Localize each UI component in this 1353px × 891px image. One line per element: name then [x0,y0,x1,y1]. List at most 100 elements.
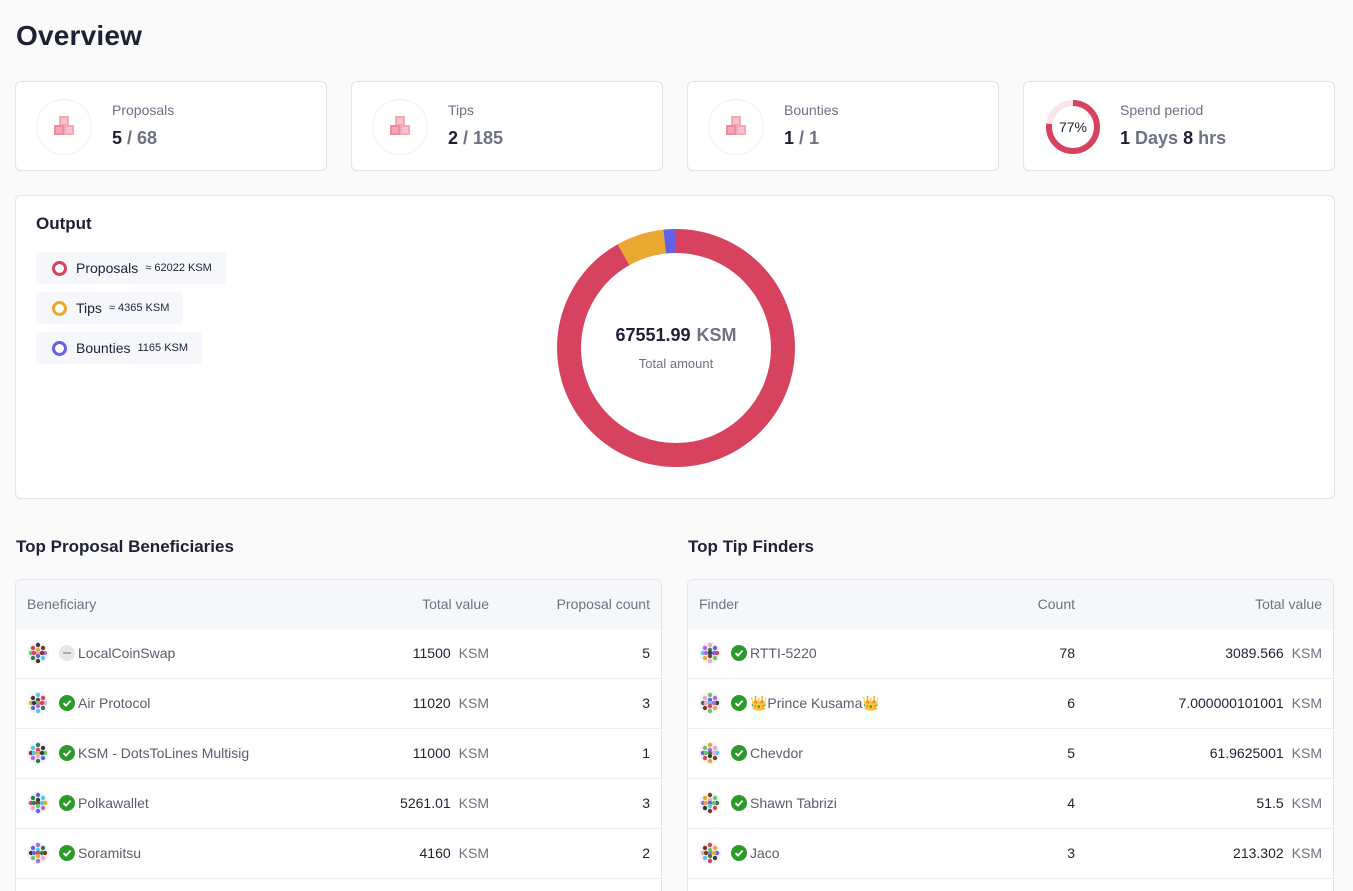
finder-name[interactable]: Chevdor [750,745,803,761]
column-header: Count [1037,596,1075,612]
table-row[interactable]: Chevdor 5 61.9625001 KSM [688,729,1333,779]
legend-item-bounties[interactable]: Bounties 1165 KSM [36,332,203,364]
output-donut-chart: 67551.99 KSM Total amount [556,228,796,468]
finder-name[interactable]: RTTI-5220 [750,645,817,661]
avatar[interactable] [699,642,721,664]
total-value: 51.5 KSM [1256,795,1322,811]
verified-icon [731,795,747,811]
finder-name[interactable]: Jaco [750,845,780,861]
table-row[interactable]: LocalCoinSwap 11500 KSM 5 [16,629,661,679]
legend-label: Proposals [76,260,139,276]
finder-name[interactable]: 👑Prince Kusama👑 [750,695,880,711]
total-value: 3089.566 KSM [1225,645,1322,661]
tip-count: 4 [1067,795,1075,811]
table-row[interactable]: Air Protocol 11020 KSM 3 [16,679,661,729]
tip-count: 6 [1067,695,1075,711]
table-row[interactable]: RTTI-5220 78 3089.566 KSM [688,629,1333,679]
beneficiaries-table: Beneficiary Total value Proposal count L… [15,579,662,891]
table-row[interactable]: Shawn Tabrizi 4 51.5 KSM [688,779,1333,829]
legend-item-proposals[interactable]: Proposals ≈ 62022 KSM [36,252,226,284]
total-amount-label: Total amount [638,356,714,371]
verified-icon [731,845,747,861]
table-row[interactable]: 👑Prince Kusama👑 6 7.000000101001 KSM [688,679,1333,729]
beneficiary-name[interactable]: Polkawallet [78,795,149,811]
legend-label: Tips [76,300,102,316]
avatar[interactable] [27,792,49,814]
table-row[interactable]: Polkawallet 5261.01 KSM 3 [16,779,661,829]
avatar[interactable] [699,792,721,814]
proposal-count: 3 [642,795,650,811]
column-header: Beneficiary [27,596,97,612]
cubes-icon [372,99,428,155]
unverified-icon [59,645,75,661]
bounties-card[interactable]: Bounties 1 / 1 [687,81,999,171]
avatar[interactable] [699,742,721,764]
card-label: Spend period [1120,102,1204,118]
proposals-card[interactable]: Proposals 5 / 68 [15,81,327,171]
page-title: Overview [16,20,143,51]
total-value: 7.000000101001 KSM [1178,695,1322,711]
legend-dot [52,260,67,276]
verified-icon [731,645,747,661]
avatar[interactable] [27,842,49,864]
table-header: Beneficiary Total value Proposal count [16,580,661,629]
donut-center: 67551.99 KSM Total amount [556,228,796,468]
verified-icon [59,795,75,811]
table-row[interactable]: KSM - DotsToLines Multisig 11000 KSM 1 [16,729,661,779]
legend-dot [52,300,67,316]
total-amount: 67551.99 KSM [615,325,737,345]
legend-dot [52,340,67,356]
spend-period-card: 77% Spend period 1 Days 8 hrs [1023,81,1335,171]
legend-value: ≈ 62022 KSM [145,262,212,274]
spend-period-percent: 77% [1058,119,1088,135]
total-value: 61.9625001 KSM [1209,745,1322,761]
legend-value: ≈ 4365 KSM [108,302,170,314]
finder-name[interactable]: Shawn Tabrizi [750,795,837,811]
spend-period-progress: 77% [1044,98,1102,156]
verified-icon [59,695,75,711]
verified-icon [59,845,75,861]
beneficiary-name[interactable]: LocalCoinSwap [78,645,176,661]
total-value: 11020 KSM [412,695,489,711]
avatar[interactable] [699,842,721,864]
tip-count: 5 [1067,745,1075,761]
card-value: 5 / 68 [112,128,158,148]
total-value: 4160 KSM [419,845,490,861]
column-header: Finder [699,596,739,612]
legend-value: 1165 KSM [137,342,189,354]
output-panel: Output Proposals ≈ 62022 KSM Tips ≈ 4365… [15,195,1335,499]
legend-item-tips[interactable]: Tips ≈ 4365 KSM [36,292,184,324]
proposal-count: 2 [642,845,650,861]
proposal-count: 5 [642,645,650,661]
tips-card[interactable]: Tips 2 / 185 [351,81,663,171]
tip-count: 3 [1067,845,1075,861]
total-value: 11000 KSM [412,745,489,761]
tip-count: 78 [1059,645,1075,661]
finders-table: Finder Count Total value RTTI-5220 78 3089… [687,579,1334,891]
finders-title: Top Tip Finders [688,537,814,556]
legend-label: Bounties [76,340,131,356]
cubes-icon [36,99,92,155]
output-legend: Proposals ≈ 62022 KSM Tips ≈ 4365 KSM Bo… [36,252,226,372]
avatar[interactable] [27,692,49,714]
verified-icon [731,695,747,711]
beneficiary-name[interactable]: KSM - DotsToLines Multisig [78,745,250,761]
card-value: 2 / 185 [448,128,504,148]
avatar[interactable] [699,692,721,714]
avatar[interactable] [27,642,49,664]
verified-icon [731,745,747,761]
verified-icon [59,745,75,761]
total-value: 5261.01 KSM [400,795,489,811]
donut-slice-bounties[interactable] [557,229,795,467]
beneficiary-name[interactable]: Soramitsu [78,845,142,861]
beneficiary-name[interactable]: Air Protocol [78,695,151,711]
column-header: Proposal count [556,596,650,612]
avatar[interactable] [27,742,49,764]
total-value: 11500 KSM [412,645,489,661]
table-row[interactable]: Soramitsu 4160 KSM 2 [16,829,661,879]
card-value: 1 Days 8 hrs [1120,128,1227,148]
card-label: Tips [448,102,474,118]
card-label: Bounties [784,102,839,118]
proposal-count: 3 [642,695,650,711]
table-row[interactable]: Jaco 3 213.302 KSM [688,829,1333,879]
